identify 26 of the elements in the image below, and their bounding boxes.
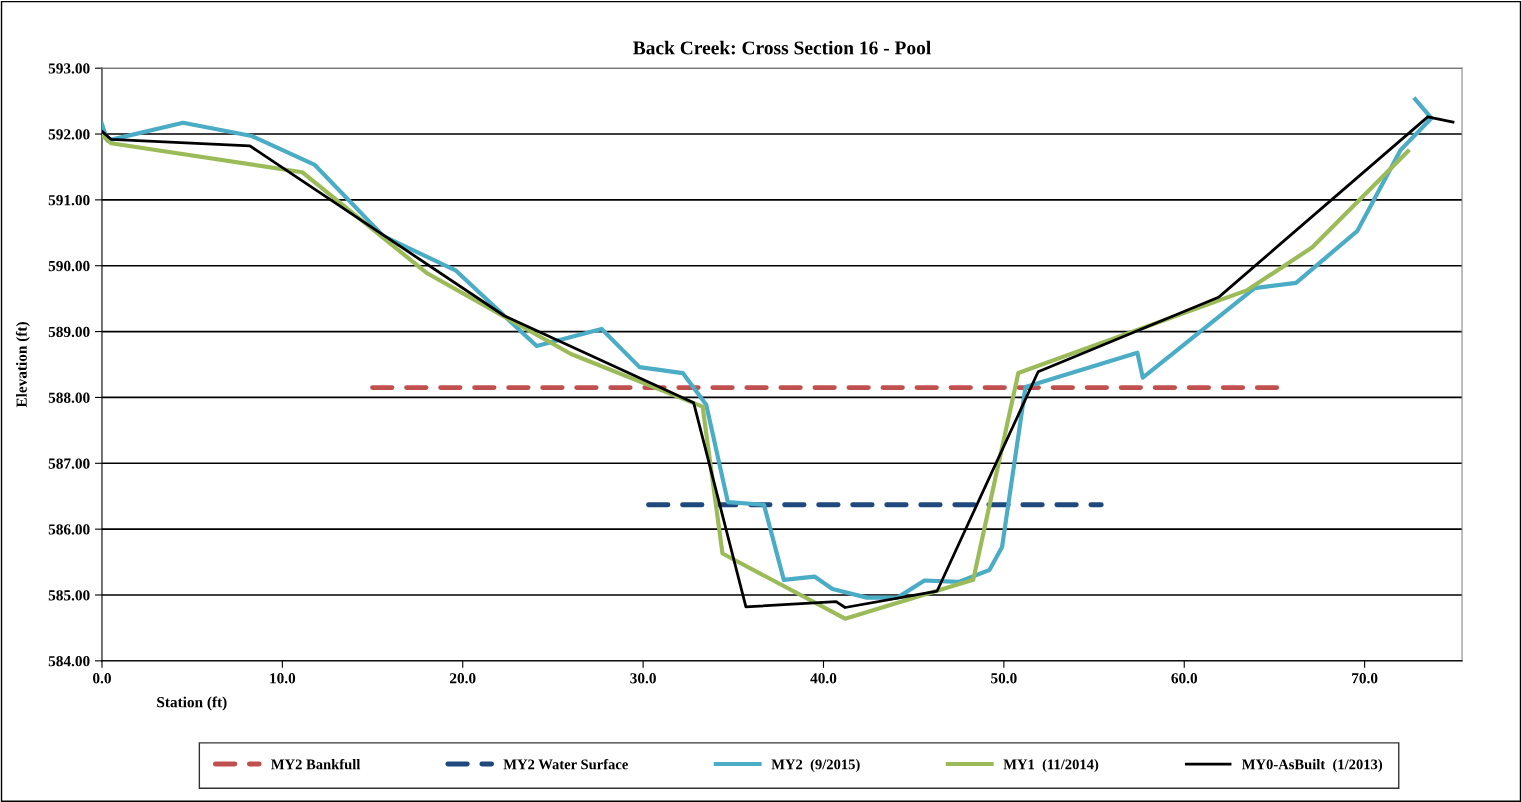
y-tick-label: 588.00 (48, 392, 90, 403)
x-tick-label: 70.0 (1352, 673, 1378, 684)
chart-title: Back Creek: Cross Section 16 - Pool (633, 40, 931, 55)
y-tick-label: 585.00 (48, 590, 90, 601)
x-tick-label: 20.0 (450, 673, 476, 684)
x-tick-label: 40.0 (810, 673, 837, 684)
legend-label: MY2 (9/2015) (771, 759, 860, 773)
y-tick-label: 590.00 (48, 260, 90, 272)
y-tick-label: 587.00 (48, 458, 90, 469)
legend-label: MY0-AsBuilt (1/2013) (1241, 759, 1383, 773)
x-axis-title: Station (ft) (157, 696, 227, 711)
x-tick-label: 0.0 (93, 673, 111, 684)
legend-label: MY1 (11/2014) (1003, 759, 1099, 773)
y-tick-label: 584.00 (48, 655, 90, 667)
legend-label: MY2 Water Surface (503, 758, 628, 770)
x-tick-label: 60.0 (1171, 673, 1198, 684)
x-tick-label: 30.0 (630, 673, 656, 684)
y-axis-title: Elevation (ft) (15, 322, 30, 408)
y-tick-label: 589.00 (48, 326, 90, 338)
y-tick-label: 586.00 (48, 524, 90, 535)
y-tick-label: 592.00 (48, 129, 90, 140)
y-tick-label: 591.00 (48, 195, 90, 206)
x-tick-label: 10.0 (270, 673, 296, 684)
x-tick-label: 50.0 (991, 673, 1017, 684)
legend-label: MY2 Bankfull (271, 758, 361, 770)
y-tick-label: 593.00 (48, 63, 90, 74)
